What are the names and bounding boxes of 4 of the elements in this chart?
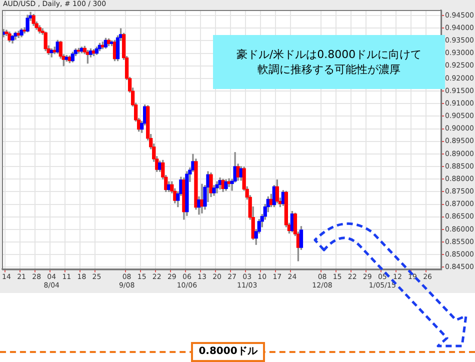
callout-box: 豪ドル/米ドルは0.8000ドルに向けて 軟調に推移する可能性が濃厚	[213, 35, 445, 89]
annotation: 豪ドル/米ドルは0.8000ドルに向けて	[236, 47, 422, 62]
annotation: 軟調に推移する可能性が濃厚	[258, 62, 400, 77]
label-box: 0.8000ドル	[191, 342, 265, 362]
